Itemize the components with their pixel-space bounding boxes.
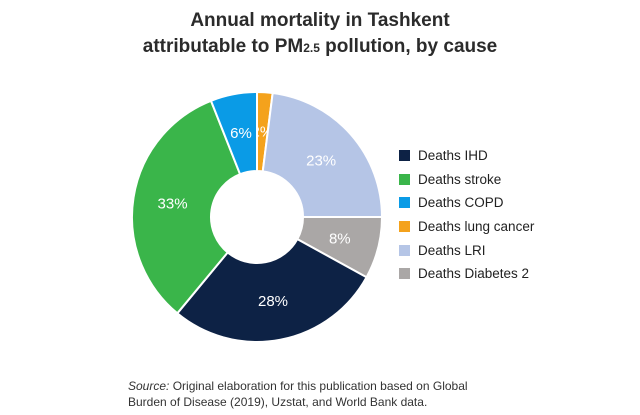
chart-title-line2: attributable to PM2.5 pollution, by caus…	[0, 34, 640, 61]
donut-slice-deaths-lri	[261, 91, 384, 218]
legend-item: Deaths LRI	[399, 238, 534, 262]
chart-legend: Deaths IHD Deaths stroke Deaths COPD Deaths…	[399, 144, 534, 286]
source-text: Original elaboration for this publicatio…	[169, 379, 468, 393]
legend-label: Deaths COPD	[418, 195, 504, 211]
legend-swatch	[399, 221, 410, 233]
slice-label-deaths-stroke: 33%	[158, 196, 188, 213]
legend-label: Deaths IHD	[418, 148, 488, 164]
legend-label: Deaths Diabetes 2	[418, 266, 530, 282]
slice-label-deaths-ihd: 28%	[258, 293, 288, 310]
title-line2-pre: attributable to PM	[142, 36, 304, 57]
source-line1: Source: Original elaboration for this pu…	[128, 378, 468, 394]
title-subscript: 2.5	[303, 41, 320, 55]
source-note: Source: Original elaboration for this pu…	[128, 378, 468, 410]
legend-item: Deaths IHD	[399, 144, 534, 168]
slice-label-deaths-lri: 23%	[306, 152, 336, 169]
legend-swatch	[399, 268, 410, 280]
donut-slice-deaths-ihd	[175, 237, 368, 343]
donut-slice-deaths-stroke	[131, 99, 242, 315]
chart-title-line1: Annual mortality in Tashkent	[190, 10, 450, 31]
donut-slice-deaths-copd	[209, 90, 258, 176]
legend-label: Deaths LRI	[418, 242, 486, 258]
source-label: Source:	[128, 379, 170, 393]
legend-item: Deaths stroke	[399, 168, 534, 192]
source-line2: Burden of Disease (2019), Uzstat, and Wo…	[128, 395, 428, 409]
slice-label-deaths-copd: 6%	[230, 125, 252, 142]
legend-swatch	[399, 150, 410, 162]
legend-swatch	[399, 173, 410, 185]
legend-swatch	[399, 197, 410, 209]
legend-item: Deaths COPD	[399, 191, 534, 215]
chart-title: Annual mortality in Tashkent attributabl…	[0, 8, 640, 61]
legend-item: Deaths lung cancer	[399, 215, 534, 239]
title-line2-post: pollution, by cause	[319, 36, 498, 57]
legend-item: Deaths Diabetes 2	[399, 262, 534, 286]
legend-swatch	[399, 244, 410, 256]
legend-label: Deaths stroke	[418, 171, 502, 187]
legend-label: Deaths lung cancer	[418, 219, 535, 235]
slice-label-deaths-diabetes-2: 8%	[329, 230, 351, 247]
